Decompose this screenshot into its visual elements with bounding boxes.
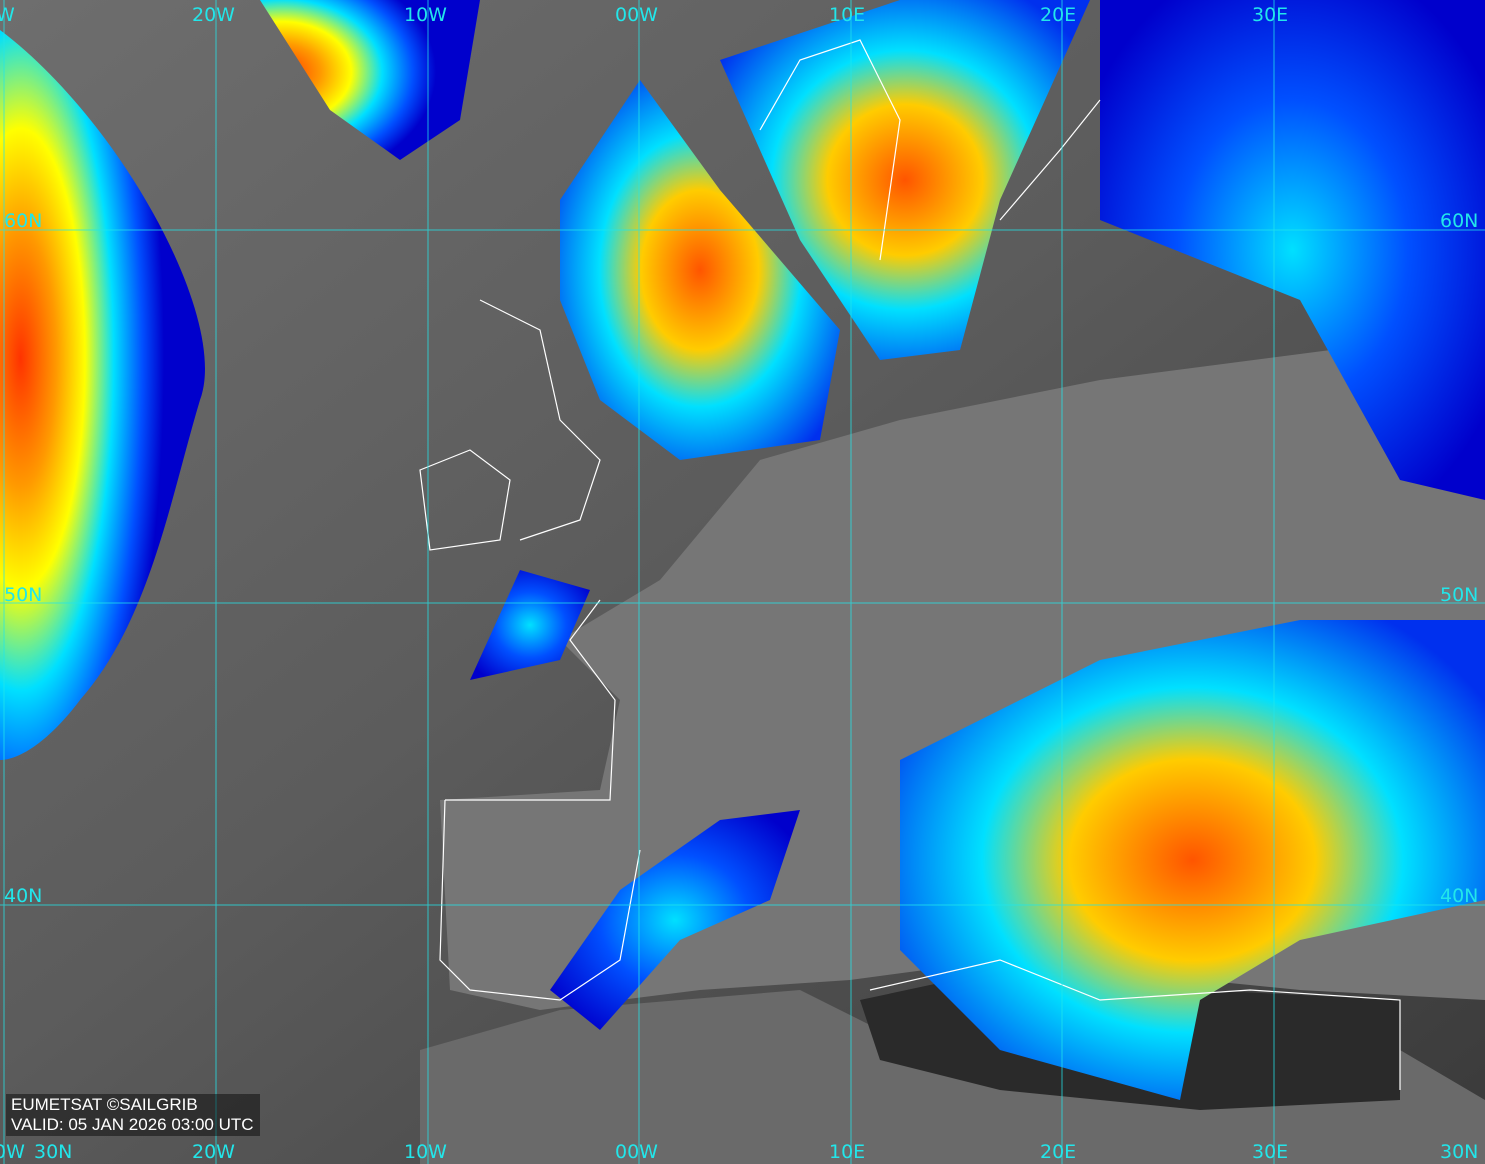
left-latitude-label: 30N <box>34 1141 73 1163</box>
right-latitude-label: 50N <box>1440 584 1479 606</box>
cloud-russia <box>1100 0 1485 500</box>
top-longitude-label: 30E <box>1252 4 1289 26</box>
bottom-longitude-label: 20W <box>192 1141 235 1163</box>
cloud-north-atlantic <box>260 0 480 160</box>
top-longitude-label: 10E <box>829 4 866 26</box>
valid-time-label: VALID: 05 JAN 2026 03:00 UTC <box>11 1115 254 1134</box>
cloud-scandinavia <box>720 0 1090 360</box>
top-longitude-label: 20W <box>192 4 235 26</box>
left-latitude-label: 60N <box>4 210 43 232</box>
cloud-iberia-med <box>550 810 800 1030</box>
cloud-balkans-turkey <box>900 620 1485 1100</box>
right-latitude-label: 40N <box>1440 885 1479 907</box>
source-label: EUMETSAT ©SAILGRIB <box>11 1095 198 1114</box>
left-latitude-label: 40N <box>4 885 43 907</box>
cloud-atlantic-storm <box>0 30 205 760</box>
top-longitude-label: 00W <box>615 4 658 26</box>
cloud-biscay <box>470 570 590 680</box>
coastlines <box>419 39 1401 1090</box>
bottom-longitude-label: 00W <box>615 1141 658 1163</box>
top-longitude-label: W <box>0 4 15 26</box>
bottom-longitude-label: 10E <box>829 1141 866 1163</box>
bottom-longitude-label: 10W <box>404 1141 447 1163</box>
bottom-longitude-label: 0W <box>0 1141 25 1163</box>
caption-box: EUMETSAT ©SAILGRIB VALID: 05 JAN 2026 03… <box>6 1094 260 1136</box>
cloud-north-sea <box>560 80 840 460</box>
top-longitude-label: 20E <box>1040 4 1077 26</box>
bottom-longitude-label: 20E <box>1040 1141 1077 1163</box>
right-latitude-label: 60N <box>1440 210 1479 232</box>
left-latitude-label: 50N <box>4 584 43 606</box>
bottom-longitude-label: 30E <box>1252 1141 1289 1163</box>
right-latitude-label: 30N <box>1440 1141 1479 1163</box>
top-longitude-label: 10W <box>404 4 447 26</box>
